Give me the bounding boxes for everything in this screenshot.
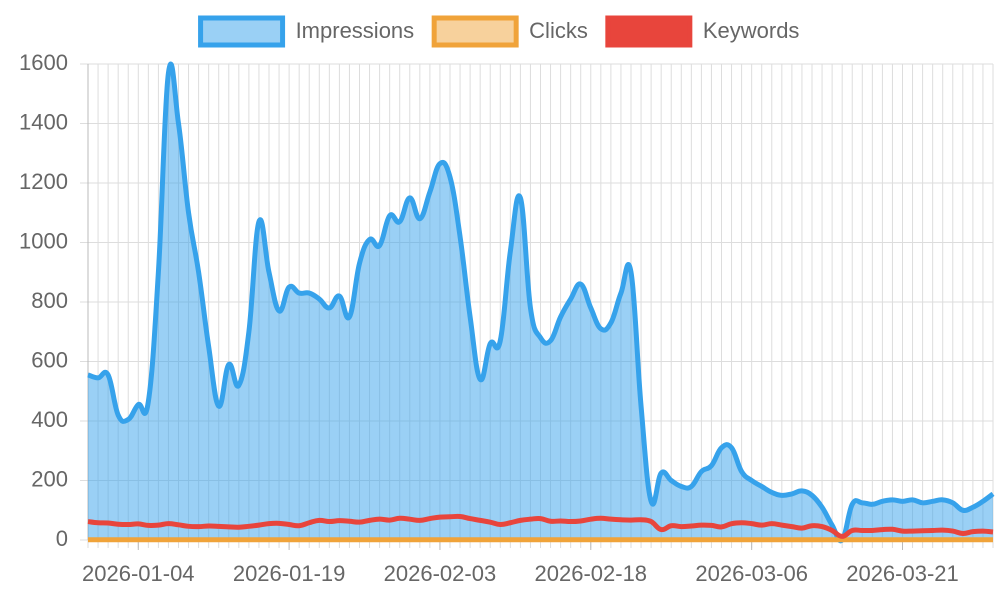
area [88,64,993,541]
legend-item: Clicks [431,15,588,48]
y-tick-label: 600 [31,347,68,372]
legend-label: Clicks [529,18,588,43]
y-tick-label: 200 [31,466,68,491]
legend-item: Keywords [605,15,800,48]
x-tick-label: 2026-01-19 [233,561,346,586]
y-tick-label: 1400 [19,109,68,134]
x-tick-label: 2026-01-04 [82,561,195,586]
legend-label: Impressions [296,18,415,43]
legend-swatch [605,15,693,48]
legend-swatch [198,15,286,48]
y-tick-label: 1600 [19,50,68,75]
y-tick-label: 1200 [19,169,68,194]
legend-item: Impressions [198,15,415,48]
x-tick-label: 2026-02-03 [384,561,497,586]
legend: Impressions Clicks Keywords [198,15,800,48]
y-tick-label: 0 [56,526,68,551]
y-tick-label: 400 [31,407,68,432]
y-tick-label: 1000 [19,228,68,253]
line [87,513,994,539]
legend-label: Keywords [703,18,800,43]
x-tick-label: 2026-02-18 [535,561,648,586]
legend-swatch [431,15,519,48]
y-tick-label: 800 [31,288,68,313]
x-tick-label: 2026-03-06 [695,561,808,586]
x-tick-label: 2026-03-21 [846,561,959,586]
